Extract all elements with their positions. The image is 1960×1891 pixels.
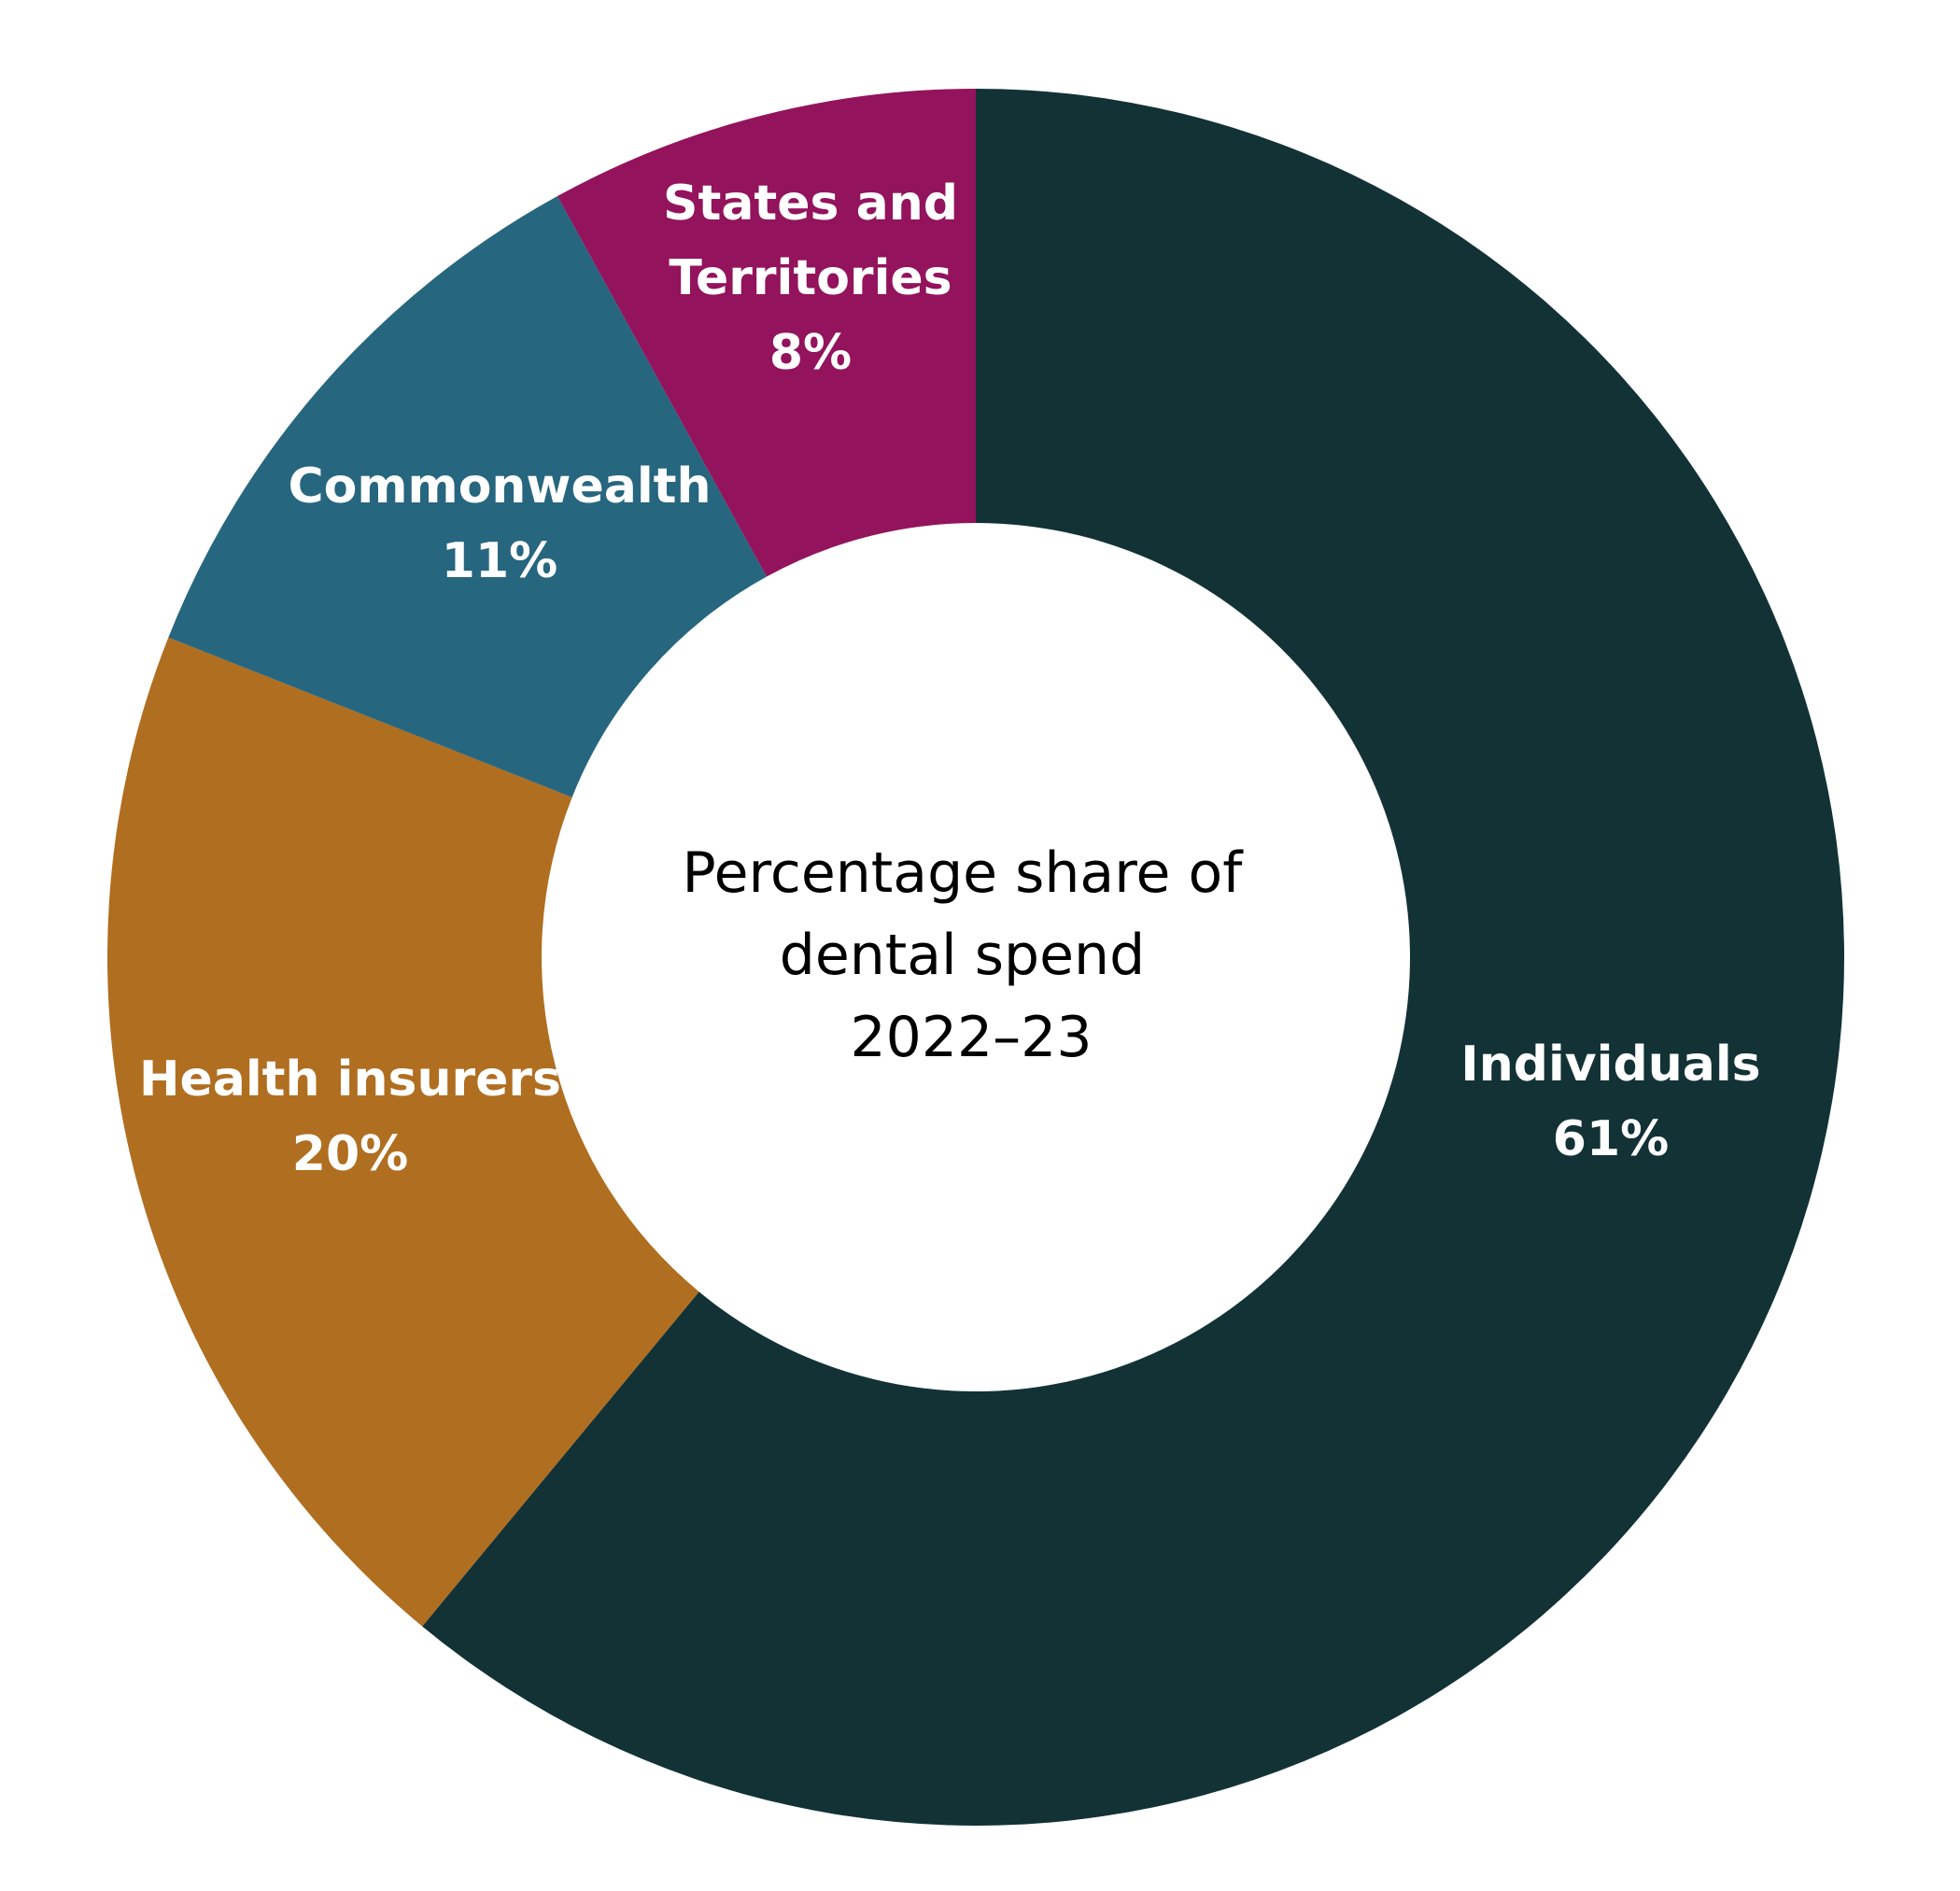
slice-label-states-and-territories: States and Territories 8% (663, 176, 958, 381)
center-label-line-1: Percentage share of (683, 840, 1245, 906)
slice-label-commonwealth: Commonwealth 11% (288, 459, 711, 589)
slices (107, 89, 1845, 1826)
center-label-line-2: dental spend (780, 923, 1145, 988)
center-label: Percentage share of dental spend 2022–23 (683, 840, 1261, 1070)
center-label-line-3: 2022–23 (850, 1005, 1092, 1070)
slice-states-and-territories (557, 89, 976, 577)
slice-label-health-insurers: Health insurers 20% (139, 1051, 561, 1182)
slice-individuals (422, 89, 1845, 1826)
slice-health-insurers (107, 637, 699, 1627)
slice-label-individuals: Individuals 61% (1460, 1037, 1760, 1167)
slice-commonwealth (168, 196, 767, 797)
slice-labels: Individuals 61% Health insurers 20% Commonwe… (139, 176, 1761, 1182)
